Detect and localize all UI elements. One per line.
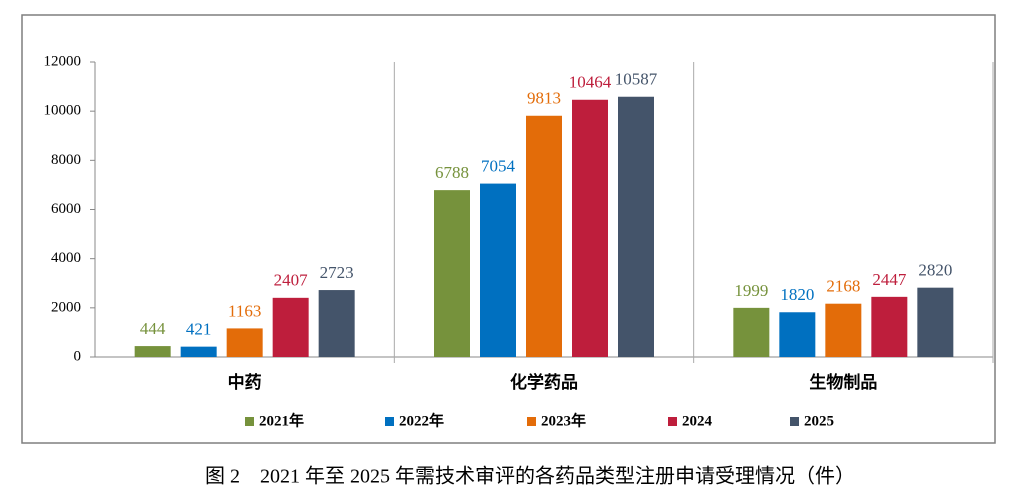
- x-tick-label: 生物制品: [809, 372, 877, 393]
- value-label: 10464: [569, 73, 612, 92]
- y-tick-label: 10000: [44, 103, 82, 119]
- bar: [480, 183, 516, 357]
- value-label: 444: [140, 319, 166, 338]
- y-tick-label: 2000: [51, 299, 81, 315]
- value-label: 1163: [228, 301, 261, 320]
- value-label: 10587: [615, 70, 658, 89]
- legend-swatch: [385, 417, 394, 426]
- legend-swatch: [245, 417, 254, 426]
- value-label: 421: [186, 320, 212, 339]
- bar: [917, 287, 954, 357]
- bar: [526, 115, 562, 357]
- y-tick-label: 12000: [44, 53, 82, 69]
- legend-label: 2022年: [399, 411, 444, 429]
- legend-swatch: [668, 417, 677, 426]
- bar: [272, 297, 309, 357]
- bar: [434, 190, 470, 357]
- caption: 图 2 2021 年至 2025 年需技术审评的各药品类型注册申请受理情况（件）: [205, 465, 855, 488]
- legend-label: 2025: [804, 413, 834, 429]
- bar: [180, 346, 217, 357]
- value-label: 2820: [918, 261, 952, 280]
- bar: [318, 290, 355, 357]
- value-label: 7054: [481, 156, 516, 175]
- value-label: 1999: [734, 281, 768, 300]
- y-tick-label: 0: [74, 348, 82, 364]
- y-tick-label: 6000: [51, 201, 81, 217]
- value-label: 1820: [780, 285, 814, 304]
- y-tick-label: 4000: [51, 250, 81, 266]
- y-tick-label: 8000: [51, 152, 81, 168]
- value-label: 2168: [826, 277, 860, 296]
- x-tick-label: 中药: [228, 372, 262, 393]
- legend-label: 2021年: [259, 411, 304, 429]
- legend-label: 2023年: [541, 411, 586, 429]
- bar: [618, 96, 654, 357]
- legend-swatch: [790, 417, 799, 426]
- legend-swatch: [527, 417, 536, 426]
- value-label: 2447: [872, 270, 907, 289]
- bar: [134, 346, 171, 357]
- bar: [779, 312, 816, 357]
- bar: [871, 296, 908, 357]
- bar: [226, 328, 263, 357]
- bar: [572, 99, 608, 357]
- legend-label: 2024: [682, 413, 713, 429]
- value-label: 6788: [435, 163, 469, 182]
- bar: [733, 307, 770, 357]
- x-tick-label: 化学药品: [510, 372, 578, 393]
- value-label: 2723: [320, 263, 354, 282]
- bar: [825, 303, 862, 357]
- value-label: 9813: [527, 89, 561, 108]
- value-label: 2407: [274, 271, 309, 290]
